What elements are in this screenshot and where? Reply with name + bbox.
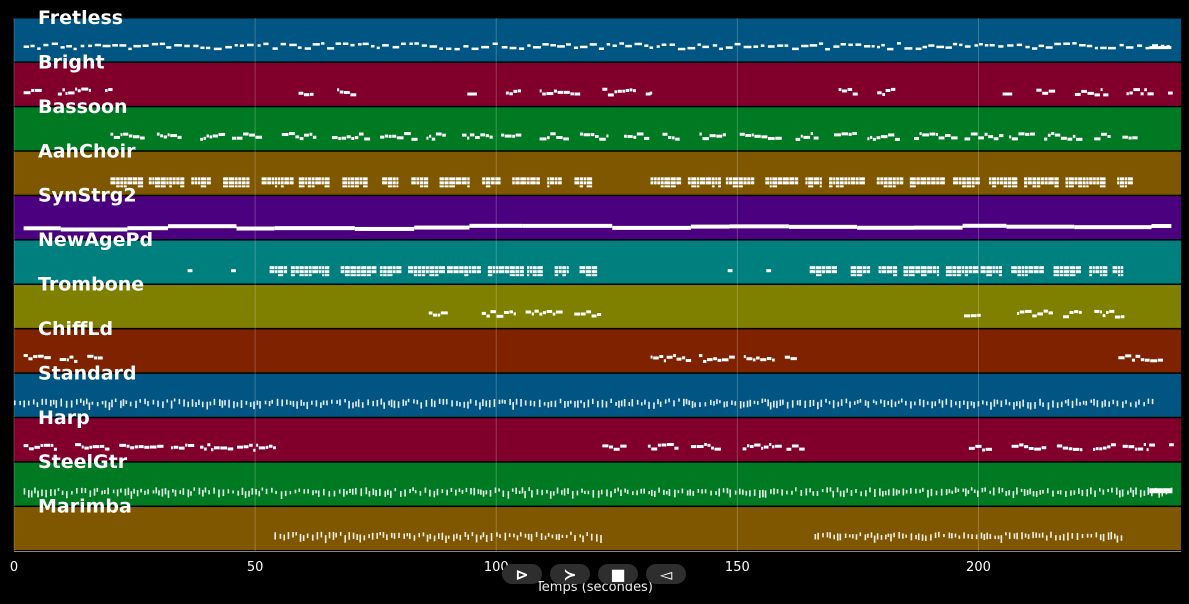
track-label: AahChoir (38, 140, 136, 162)
track-label: Marimba (38, 496, 132, 518)
track-label: Bright (38, 51, 105, 73)
track-notes (274, 531, 1123, 544)
track-band (14, 418, 1181, 462)
track-notes (110, 177, 1133, 188)
track-band (14, 196, 1181, 240)
track-band (14, 507, 1181, 550)
track-band (14, 285, 1181, 328)
track-label: Harp (38, 407, 90, 429)
track-notes (23, 442, 1174, 452)
playback-controls: ⊳ ≻ ■ ◅ (500, 564, 690, 586)
track-band (14, 107, 1181, 151)
stop-button[interactable]: ■ (598, 564, 638, 584)
back-icon: ◅ (659, 564, 673, 584)
track-label: Trombone (38, 274, 144, 296)
stop-icon: ■ (610, 564, 626, 584)
track-band (14, 240, 1181, 284)
track-band (14, 62, 1181, 106)
play-button[interactable]: ⊳ (502, 564, 542, 584)
x-tick-label: 150 (725, 560, 750, 575)
grid-lines (13, 18, 979, 551)
track-label: SynStrg2 (38, 185, 137, 207)
track-label: SteelGtr (38, 451, 128, 473)
x-tick-label: 0 (10, 560, 18, 575)
forward-button[interactable]: ≻ (550, 564, 590, 584)
note-layer (14, 42, 1174, 544)
track-label: NewAgePd (38, 229, 153, 251)
track-band (14, 462, 1181, 506)
track-notes (23, 87, 1173, 97)
track-band (14, 18, 1181, 62)
track-bands (14, 18, 1181, 550)
track-labels: Fretless Bright Bassoon AahChoir SynStrg2 New… (38, 7, 153, 518)
track-band (14, 151, 1181, 195)
forward-icon: ≻ (563, 564, 577, 584)
track-notes (23, 354, 1164, 363)
track-notes (23, 487, 1173, 499)
track-label: Fretless (38, 7, 123, 29)
x-tick-label: 200 (966, 560, 991, 575)
track-notes (187, 266, 1124, 277)
track-label: ChiffLd (38, 318, 113, 340)
track-notes (23, 223, 1172, 232)
play-icon: ⊳ (515, 564, 529, 584)
track-band (14, 373, 1181, 417)
track-notes (23, 42, 1172, 51)
track-notes (110, 131, 1138, 141)
track-notes (428, 309, 1125, 319)
track-notes (14, 398, 1154, 411)
track-label: Bassoon (38, 96, 128, 118)
track-band (14, 329, 1181, 373)
track-label: Standard (38, 362, 137, 384)
back-button[interactable]: ◅ (646, 564, 686, 584)
x-tick-label: 50 (247, 560, 264, 575)
